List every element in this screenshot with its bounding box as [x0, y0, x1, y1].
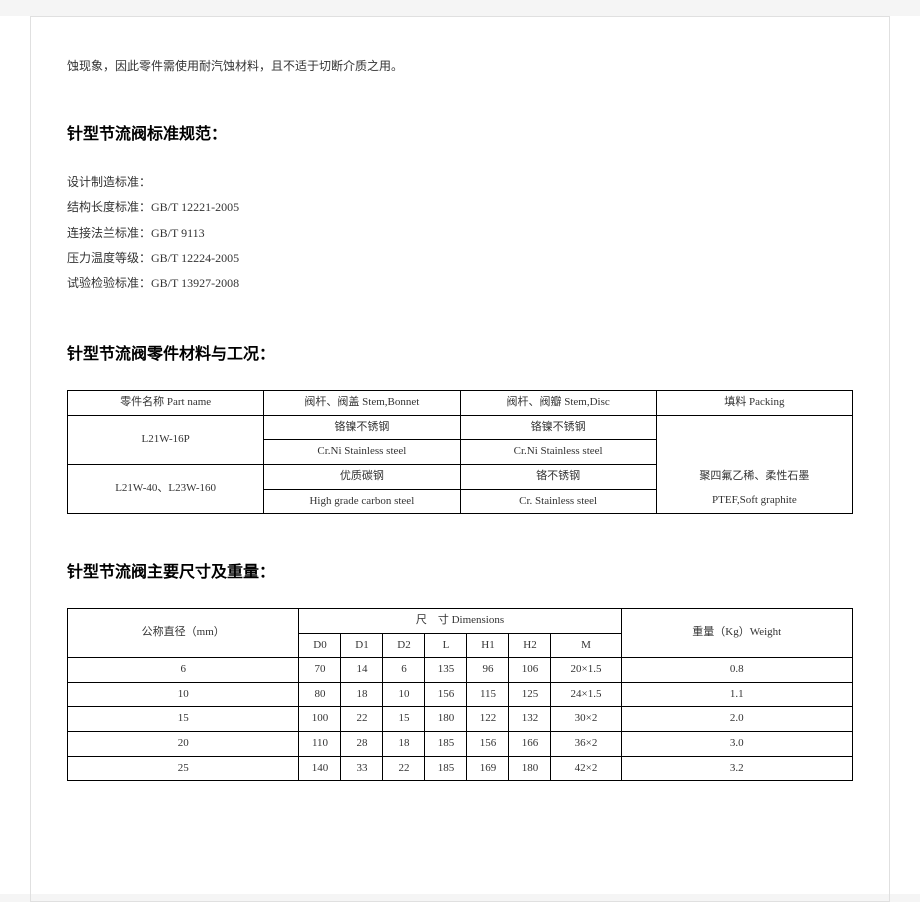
cell: 166	[509, 732, 551, 757]
cell: 22	[341, 707, 383, 732]
cell: 185	[425, 756, 467, 781]
cell: 20	[68, 732, 299, 757]
header-cell: D1	[341, 633, 383, 658]
cell: 6	[68, 658, 299, 683]
table-row: 公称直径（mm） 尺 寸 Dimensions 重量（Kg）Weight	[68, 609, 853, 634]
standard-line: 结构长度标准：GB/T 12221-2005	[67, 195, 853, 220]
header-cell: D2	[383, 633, 425, 658]
header-cell: H2	[509, 633, 551, 658]
cell: 14	[341, 658, 383, 683]
cell: 铬镍不锈钢	[264, 415, 460, 440]
cell: 110	[299, 732, 341, 757]
cell: 180	[509, 756, 551, 781]
header-cell: L	[425, 633, 467, 658]
standard-line: 试验检验标准：GB/T 13927-2008	[67, 271, 853, 296]
header-cell: D0	[299, 633, 341, 658]
dimensions-body: 6701461359610620×1.50.810801810156115125…	[68, 658, 853, 781]
cell: 1.1	[621, 682, 853, 707]
cell: 15	[383, 707, 425, 732]
dimensions-section: 针型节流阀主要尺寸及重量： 公称直径（mm） 尺 寸 Dimensions 重量…	[67, 558, 853, 781]
cell: 0.8	[621, 658, 853, 683]
cell: Cr. Stainless steel	[460, 489, 656, 514]
table-row: 15100221518012213230×22.0	[68, 707, 853, 732]
cell: 28	[341, 732, 383, 757]
cell: 24×1.5	[551, 682, 621, 707]
cell: High grade carbon steel	[264, 489, 460, 514]
cell: L21W-16P	[68, 415, 264, 464]
cell: 10	[68, 682, 299, 707]
cell: 115	[467, 682, 509, 707]
cell: 70	[299, 658, 341, 683]
cell: 聚四氟乙稀、柔性石墨	[656, 464, 852, 489]
cell: 20×1.5	[551, 658, 621, 683]
cell: 优质碳钢	[264, 464, 460, 489]
header-cell: 填料 Packing	[656, 391, 852, 416]
header-cell: 尺 寸 Dimensions	[299, 609, 621, 634]
dimensions-heading: 针型节流阀主要尺寸及重量：	[67, 558, 853, 582]
standards-section: 针型节流阀标准规范： 设计制造标准： 结构长度标准：GB/T 12221-200…	[67, 120, 853, 296]
cell: Cr.Ni Stainless steel	[460, 440, 656, 465]
materials-section: 针型节流阀零件材料与工况： 零件名称 Part name 阀杆、阀盖 Stem,…	[67, 340, 853, 514]
cell: 135	[425, 658, 467, 683]
cell: 10	[383, 682, 425, 707]
dimensions-table: 公称直径（mm） 尺 寸 Dimensions 重量（Kg）Weight D0 …	[67, 608, 853, 781]
cell: 80	[299, 682, 341, 707]
cell: 42×2	[551, 756, 621, 781]
intro-paragraph: 蚀现象，因此零件需使用耐汽蚀材料，且不适于切断介质之用。	[67, 57, 853, 76]
cell: 122	[467, 707, 509, 732]
cell: 185	[425, 732, 467, 757]
standard-line: 连接法兰标准：GB/T 9113	[67, 221, 853, 246]
cell: 铬不锈钢	[460, 464, 656, 489]
cell: 96	[467, 658, 509, 683]
cell: 106	[509, 658, 551, 683]
cell: 33	[341, 756, 383, 781]
cell: 140	[299, 756, 341, 781]
page-container: 蚀现象，因此零件需使用耐汽蚀材料，且不适于切断介质之用。 针型节流阀标准规范： …	[0, 16, 920, 894]
cell: 180	[425, 707, 467, 732]
materials-heading: 针型节流阀零件材料与工况：	[67, 340, 853, 364]
cell: 2.0	[621, 707, 853, 732]
table-row: 1080181015611512524×1.51.1	[68, 682, 853, 707]
cell: 132	[509, 707, 551, 732]
standards-heading: 针型节流阀标准规范：	[67, 120, 853, 144]
materials-table: 零件名称 Part name 阀杆、阀盖 Stem,Bonnet 阀杆、阀瓣 S…	[67, 390, 853, 514]
table-row: 零件名称 Part name 阀杆、阀盖 Stem,Bonnet 阀杆、阀瓣 S…	[68, 391, 853, 416]
table-row: 20110281818515616636×23.0	[68, 732, 853, 757]
cell: 15	[68, 707, 299, 732]
standard-line: 压力温度等级：GB/T 12224-2005	[67, 246, 853, 271]
header-cell: 重量（Kg）Weight	[621, 609, 853, 658]
cell: PTEF,Soft graphite	[656, 489, 852, 514]
cell: 156	[425, 682, 467, 707]
cell: 25	[68, 756, 299, 781]
header-cell: 阀杆、阀盖 Stem,Bonnet	[264, 391, 460, 416]
cell: 100	[299, 707, 341, 732]
header-cell: H1	[467, 633, 509, 658]
table-row: L21W-40、L23W-160 优质碳钢 铬不锈钢 聚四氟乙稀、柔性石墨	[68, 464, 853, 489]
header-cell: 零件名称 Part name	[68, 391, 264, 416]
cell: 铬镍不锈钢	[460, 415, 656, 440]
header-cell: M	[551, 633, 621, 658]
cell: 169	[467, 756, 509, 781]
cell: 125	[509, 682, 551, 707]
cell: 156	[467, 732, 509, 757]
content-frame: 蚀现象，因此零件需使用耐汽蚀材料，且不适于切断介质之用。 针型节流阀标准规范： …	[30, 16, 890, 902]
standard-line: 设计制造标准：	[67, 170, 853, 195]
cell: 6	[383, 658, 425, 683]
cell: 3.0	[621, 732, 853, 757]
table-row: 25140332218516918042×23.2	[68, 756, 853, 781]
cell	[656, 415, 852, 464]
cell: 18	[383, 732, 425, 757]
cell: 18	[341, 682, 383, 707]
cell: Cr.Ni Stainless steel	[264, 440, 460, 465]
header-cell: 公称直径（mm）	[68, 609, 299, 658]
cell: 36×2	[551, 732, 621, 757]
table-row: 6701461359610620×1.50.8	[68, 658, 853, 683]
cell: 22	[383, 756, 425, 781]
cell: 3.2	[621, 756, 853, 781]
cell: L21W-40、L23W-160	[68, 464, 264, 513]
cell: 30×2	[551, 707, 621, 732]
table-row: L21W-16P 铬镍不锈钢 铬镍不锈钢	[68, 415, 853, 440]
header-cell: 阀杆、阀瓣 Stem,Disc	[460, 391, 656, 416]
